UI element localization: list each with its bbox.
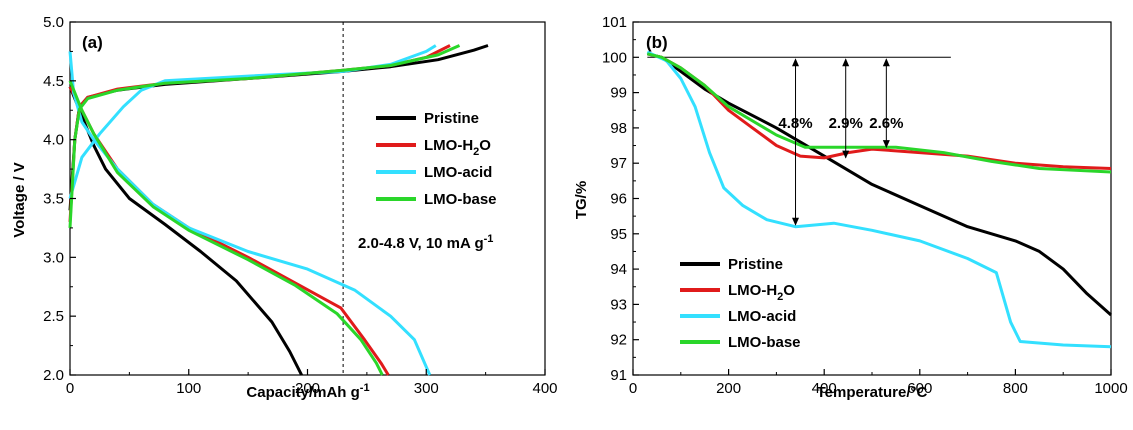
chart-b-x-axis-label: Temperature/°C — [817, 384, 928, 401]
series-lmo-acid-discharge-line — [68, 51, 432, 376]
chart-a-y-tick-label: 4.5 — [43, 73, 64, 90]
loss-arrow-head-down — [792, 217, 800, 226]
chart-b-y-axis-label: TG/% — [573, 181, 590, 219]
chart-b-y-tick-label: 95 — [610, 226, 627, 243]
chart-a: 0 100 200 300 400 2.0 2.5 3.0 3.5 4.0 4.5 5.0 (a) C… — [11, 14, 558, 401]
chart-a-x-axis-label: Capacity/mAh g-1 — [246, 382, 369, 401]
legend-label-lmo-base: LMO-base — [424, 191, 497, 208]
chart-a-x-tick-label: 200 — [295, 380, 320, 397]
chart-b-frame — [632, 21, 1112, 376]
chart-b-y-tick-label: 100 — [602, 49, 627, 66]
legend-label-lmo-acid: LMO-acid — [424, 164, 492, 181]
chart-b-x-tick-label: 800 — [1003, 380, 1028, 397]
series-lmo-acid-line — [646, 50, 1112, 349]
chart-a-x-tick-label: 300 — [414, 380, 439, 397]
series-lmo-base-charge-line — [68, 44, 461, 228]
loss-arrow-head-down — [882, 140, 890, 149]
chart-b-y-tick-label: 92 — [610, 332, 627, 349]
legend-label-pristine: Pristine — [728, 256, 783, 273]
chart-a-y-tick-label: 5.0 — [43, 14, 64, 31]
chart-b-x-tick-label: 400 — [812, 380, 837, 397]
chart-b-x-tick-label: 1000 — [1094, 380, 1127, 397]
chart-b-x-tick-label: 600 — [907, 380, 932, 397]
legend-label-lmo-h2o: LMO-H2O — [424, 137, 491, 158]
chart-a-y-axis-label: Voltage / V — [11, 162, 28, 238]
chart-b-y-tick-label: 101 — [602, 14, 627, 31]
chart-b-y-tick-label: 97 — [610, 155, 627, 172]
loss-arrow-head-up — [882, 58, 890, 67]
chart-a-y-tick-label: 2.0 — [43, 367, 64, 384]
legend-label-lmo-h2o: LMO-H2O — [728, 282, 795, 303]
loss-label: 2.6% — [869, 115, 903, 132]
chart-a-legend: Pristine LMO-H2O LMO-acid LMO-base — [376, 110, 497, 208]
chart-a-y-tick-label: 3.5 — [43, 191, 64, 208]
chart-a-y-tick-label: 3.0 — [43, 249, 64, 266]
chart-b: 0 200 400 600 800 1000 91 92 93 94 95 96 97 98 99 100 10… — [573, 14, 1128, 401]
chart-a-panel-label: (a) — [82, 33, 103, 52]
loss-arrow-head-up — [842, 58, 850, 67]
chart-b-loss-annotations: 4.8% 2.9% 2.6% — [778, 58, 903, 226]
legend-label-lmo-acid: LMO-acid — [728, 308, 796, 325]
chart-a-y-tick-label: 4.0 — [43, 132, 64, 149]
chart-b-x-tick-label: 200 — [716, 380, 741, 397]
loss-label: 2.9% — [829, 115, 863, 132]
chart-b-y-tick-label: 93 — [610, 296, 627, 313]
chart-b-y-tick-label: 94 — [610, 261, 627, 278]
chart-b-y-tick-label: 91 — [610, 367, 627, 384]
series-lmo-h2o-discharge-line — [68, 86, 390, 376]
chart-b-legend: Pristine LMO-H2O LMO-acid LMO-base — [680, 256, 801, 351]
chart-b-panel-label: (b) — [646, 33, 668, 52]
series-lmo-base-discharge-line — [68, 80, 384, 376]
chart-b-y-tick-label: 96 — [610, 191, 627, 208]
chart-a-x-tick-label: 0 — [66, 380, 74, 397]
loss-label: 4.8% — [778, 115, 812, 132]
chart-a-x-tick-label: 100 — [176, 380, 201, 397]
series-pristine-line — [646, 52, 1112, 317]
legend-label-pristine: Pristine — [424, 110, 479, 127]
chart-b-y-tick-label: 98 — [610, 120, 627, 137]
series-lmo-base-line — [646, 52, 1112, 174]
series-lmo-h2o-line — [646, 52, 1112, 170]
chart-a-y-tick-label: 2.5 — [43, 308, 64, 325]
loss-arrow-head-down — [842, 150, 850, 159]
chart-b-x-tick-label: 0 — [629, 380, 637, 397]
loss-arrow-head-up — [792, 58, 800, 67]
legend-label-lmo-base: LMO-base — [728, 334, 801, 351]
chart-b-y-tick-label: 99 — [610, 85, 627, 102]
chart-a-x-tick-label: 400 — [532, 380, 557, 397]
chart-a-condition-annotation: 2.0-4.8 V, 10 mA g-1 — [358, 233, 493, 252]
